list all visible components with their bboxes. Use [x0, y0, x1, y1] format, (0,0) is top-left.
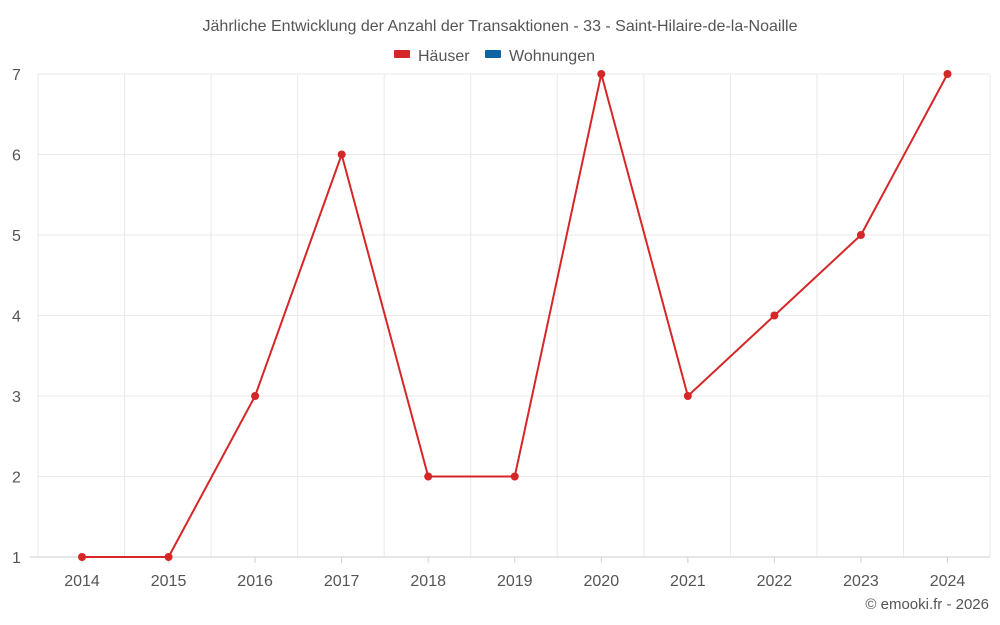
credit-text[interactable]: © emooki.fr - 2026: [865, 596, 989, 613]
data-point-2024[interactable]: [943, 70, 952, 78]
data-point-2021[interactable]: [683, 392, 692, 400]
legend-item-wohnungen[interactable]: Wohnungen: [485, 48, 595, 65]
data-point-2023[interactable]: [856, 231, 865, 239]
data-point-2017[interactable]: [337, 150, 346, 159]
x-tick-label: 2018: [410, 573, 446, 590]
y-tick-label: 7: [12, 67, 21, 84]
y-tick-label: 2: [12, 470, 21, 487]
y-tick-label: 6: [12, 148, 21, 165]
y-tick-label: 3: [12, 389, 21, 406]
x-tick-label: 2022: [757, 573, 793, 590]
x-tick-label: 2021: [670, 573, 706, 590]
legend-label-haeuser: Häuser: [418, 48, 470, 65]
data-point-2018[interactable]: [424, 472, 433, 481]
data-point-2015[interactable]: [164, 553, 173, 561]
legend-swatch-haeuser: [394, 50, 410, 58]
grid: [37, 73, 991, 557]
legend-label-wohnungen: Wohnungen: [509, 48, 595, 65]
x-tick-label: 2024: [930, 573, 966, 590]
x-tick-label: 2019: [497, 573, 533, 590]
x-tick-label: 2016: [237, 573, 273, 590]
legend: Häuser Wohnungen: [394, 48, 595, 65]
data-point-2022[interactable]: [770, 311, 779, 320]
legend-item-haeuser[interactable]: Häuser: [394, 48, 470, 65]
x-tick-label: 2014: [64, 573, 100, 590]
x-tick-label: 2017: [324, 573, 360, 590]
series-layer: [78, 70, 952, 561]
legend-swatch-wohnungen: [485, 50, 501, 58]
data-point-2020[interactable]: [597, 70, 606, 78]
data-point-2016[interactable]: [251, 392, 260, 400]
y-tick-label: 5: [12, 228, 21, 245]
x-tick-label: 2023: [843, 573, 879, 590]
y-tick-label: 4: [12, 309, 21, 326]
chart-title: Jährliche Entwicklung der Anzahl der Tra…: [203, 18, 798, 35]
x-tick-label: 2020: [584, 573, 620, 590]
y-tick-label: 1: [12, 550, 21, 567]
data-point-2019[interactable]: [510, 472, 519, 481]
data-point-2014[interactable]: [78, 553, 86, 561]
axes: 1 2 3 4 5 6 7 2014 2015 2016 2017 2018 2019 2020 2021 2…: [12, 67, 990, 590]
x-tick-label: 2015: [151, 573, 187, 590]
